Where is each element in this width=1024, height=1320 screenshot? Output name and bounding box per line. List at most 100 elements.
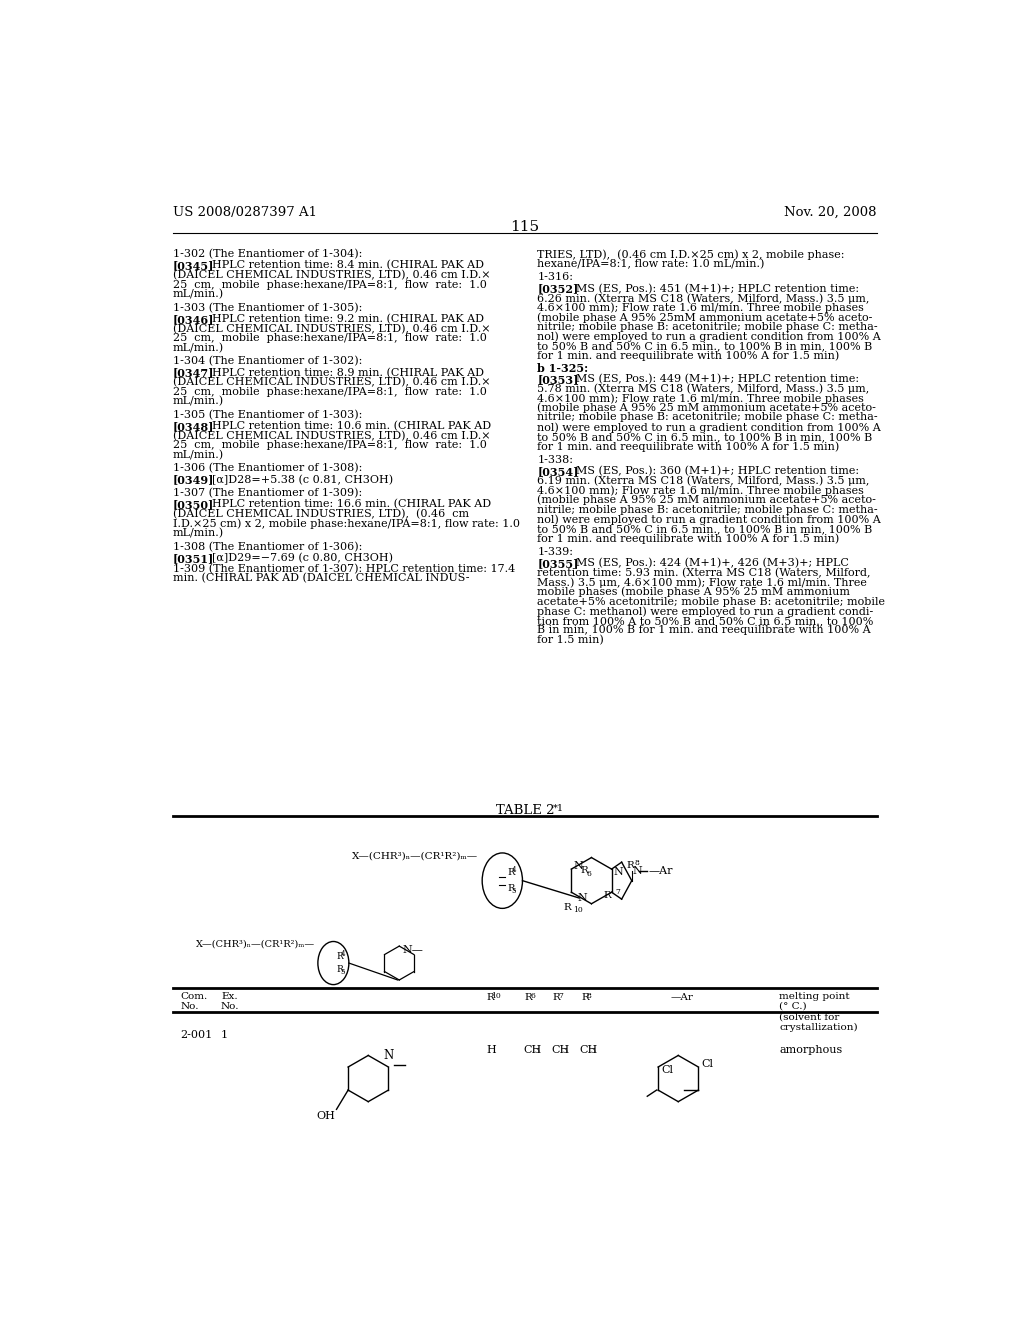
Text: N: N <box>383 1049 393 1063</box>
Text: [0355]: [0355] <box>538 558 579 569</box>
Text: 1-305 (The Enantiomer of 1-303):: 1-305 (The Enantiomer of 1-303): <box>173 409 362 420</box>
Text: HPLC retention time: 8.9 min. (CHIRAL PAK AD: HPLC retention time: 8.9 min. (CHIRAL PA… <box>205 367 484 378</box>
Text: nol) were employed to run a gradient condition from 100% A: nol) were employed to run a gradient con… <box>538 331 881 342</box>
Text: MS (ES, Pos.): 449 (M+1)+; HPLC retention time:: MS (ES, Pos.): 449 (M+1)+; HPLC retentio… <box>569 374 859 384</box>
Text: 10: 10 <box>572 906 583 913</box>
Text: I.D.×25 cm) x 2, mobile phase:hexane/IPA=8:1, flow rate: 1.0: I.D.×25 cm) x 2, mobile phase:hexane/IPA… <box>173 519 520 529</box>
Text: R: R <box>507 884 514 892</box>
Text: [0347]: [0347] <box>173 367 214 379</box>
Text: 1-302 (The Enantiomer of 1-304):: 1-302 (The Enantiomer of 1-304): <box>173 249 362 260</box>
Text: 8: 8 <box>587 991 592 999</box>
Text: R: R <box>337 953 343 961</box>
Text: 6: 6 <box>586 870 591 878</box>
Text: mL/min.): mL/min.) <box>173 396 224 407</box>
Text: 10: 10 <box>492 991 501 999</box>
Text: (mobile phase A 95% 25 mM ammonium acetate+5% aceto-: (mobile phase A 95% 25 mM ammonium aceta… <box>538 495 877 506</box>
Text: to 50% B and 50% C in 6.5 min., to 100% B in min, 100% B: to 50% B and 50% C in 6.5 min., to 100% … <box>538 342 872 351</box>
Text: 25  cm,  mobile  phase:hexane/IPA=8:1,  flow  rate:  1.0: 25 cm, mobile phase:hexane/IPA=8:1, flow… <box>173 333 486 343</box>
Text: melting point
(° C.)
(solvent for
crystallization): melting point (° C.) (solvent for crysta… <box>779 991 858 1032</box>
Text: 1: 1 <box>221 1030 228 1040</box>
Text: N—: N— <box>402 945 423 956</box>
Text: 3: 3 <box>562 1047 567 1055</box>
Text: 1-308 (The Enantiomer of 1-306):: 1-308 (The Enantiomer of 1-306): <box>173 541 362 552</box>
Text: X—(CHR³)ₙ—(CR¹R²)ₘ—: X—(CHR³)ₙ—(CR¹R²)ₘ— <box>352 851 478 861</box>
Text: (DAICEL CHEMICAL INDUSTRIES, LTD), 0.46 cm I.D.×: (DAICEL CHEMICAL INDUSTRIES, LTD), 0.46 … <box>173 430 490 441</box>
Text: 6.26 min. (Xterra MS C18 (Waters, Milford, Mass.) 3.5 μm,: 6.26 min. (Xterra MS C18 (Waters, Milfor… <box>538 293 869 304</box>
Text: to 50% B and 50% C in 6.5 min., to 100% B in min, 100% B: to 50% B and 50% C in 6.5 min., to 100% … <box>538 432 872 442</box>
Text: R: R <box>627 861 634 870</box>
Text: CH: CH <box>580 1045 598 1056</box>
Text: MS (ES, Pos.): 424 (M+1)+, 426 (M+3)+; HPLC: MS (ES, Pos.): 424 (M+1)+, 426 (M+3)+; H… <box>569 558 849 569</box>
Text: mL/min.): mL/min.) <box>173 289 224 300</box>
Text: 1-339:: 1-339: <box>538 546 573 557</box>
Text: 1-306 (The Enantiomer of 1-308):: 1-306 (The Enantiomer of 1-308): <box>173 463 362 474</box>
Text: HPLC retention time: 10.6 min. (CHIRAL PAK AD: HPLC retention time: 10.6 min. (CHIRAL P… <box>205 421 492 432</box>
Text: R: R <box>486 993 494 1002</box>
Text: 1-338:: 1-338: <box>538 455 573 465</box>
Text: 8: 8 <box>635 859 640 867</box>
Text: TABLE 2: TABLE 2 <box>496 804 554 817</box>
Text: US 2008/0287397 A1: US 2008/0287397 A1 <box>173 206 317 219</box>
Text: mL/min.): mL/min.) <box>173 528 224 539</box>
Text: R: R <box>553 993 560 1002</box>
Text: —Ar: —Ar <box>648 866 673 876</box>
Text: [0350]: [0350] <box>173 499 214 510</box>
Text: R: R <box>507 869 514 878</box>
Text: MS (ES, Pos.): 360 (M+1)+; HPLC retention time:: MS (ES, Pos.): 360 (M+1)+; HPLC retentio… <box>569 466 859 477</box>
Text: 5.78 min. (Xterra MS C18 (Waters, Milford, Mass.) 3.5 μm,: 5.78 min. (Xterra MS C18 (Waters, Milfor… <box>538 384 869 395</box>
Text: R: R <box>337 965 343 974</box>
Text: 5: 5 <box>340 969 345 977</box>
Text: 6.19 min. (Xterra MS C18 (Waters, Milford, Mass.) 3.5 μm,: 6.19 min. (Xterra MS C18 (Waters, Milfor… <box>538 475 869 486</box>
Text: N: N <box>633 866 643 876</box>
Text: (DAICEL CHEMICAL INDUSTRIES, LTD), 0.46 cm I.D.×: (DAICEL CHEMICAL INDUSTRIES, LTD), 0.46 … <box>173 323 490 334</box>
Text: —Ar: —Ar <box>671 993 693 1002</box>
Text: 1-307 (The Enantiomer of 1-309):: 1-307 (The Enantiomer of 1-309): <box>173 488 362 498</box>
Text: 1-316:: 1-316: <box>538 272 573 282</box>
Text: acetate+5% acetonitrile; mobile phase B: acetonitrile; mobile: acetate+5% acetonitrile; mobile phase B:… <box>538 597 885 606</box>
Text: R: R <box>582 993 589 1002</box>
Text: Cl: Cl <box>701 1059 714 1069</box>
Text: 4.6×100 mm); Flow rate 1.6 ml/min. Three mobile phases: 4.6×100 mm); Flow rate 1.6 ml/min. Three… <box>538 302 864 313</box>
Text: 25  cm,  mobile  phase:hexane/IPA=8:1,  flow  rate:  1.0: 25 cm, mobile phase:hexane/IPA=8:1, flow… <box>173 280 486 289</box>
Text: TRIES, LTD),  (0.46 cm I.D.×25 cm) x 2, mobile phase:: TRIES, LTD), (0.46 cm I.D.×25 cm) x 2, m… <box>538 249 845 260</box>
Text: 4: 4 <box>340 950 345 958</box>
Text: to 50% B and 50% C in 6.5 min., to 100% B in min, 100% B: to 50% B and 50% C in 6.5 min., to 100% … <box>538 524 872 533</box>
Text: HPLC retention time: 8.4 min. (CHIRAL PAK AD: HPLC retention time: 8.4 min. (CHIRAL PA… <box>205 260 484 271</box>
Text: for 1 min. and reequilibrate with 100% A for 1.5 min): for 1 min. and reequilibrate with 100% A… <box>538 351 840 362</box>
Text: retention time: 5.93 min. (Xterra MS C18 (Waters, Milford,: retention time: 5.93 min. (Xterra MS C18… <box>538 568 870 578</box>
Text: 7: 7 <box>615 888 621 896</box>
Text: (DAICEL CHEMICAL INDUSTRIES, LTD), 0.46 cm I.D.×: (DAICEL CHEMICAL INDUSTRIES, LTD), 0.46 … <box>173 271 490 280</box>
Text: [0345]: [0345] <box>173 260 214 272</box>
Text: MS (ES, Pos.): 451 (M+1)+; HPLC retention time:: MS (ES, Pos.): 451 (M+1)+; HPLC retentio… <box>569 284 859 294</box>
Text: Nov. 20, 2008: Nov. 20, 2008 <box>784 206 877 219</box>
Text: mobile phases (mobile phase A 95% 25 mM ammonium: mobile phases (mobile phase A 95% 25 mM … <box>538 587 850 598</box>
Text: [0349]: [0349] <box>173 474 214 486</box>
Text: 7: 7 <box>558 991 563 999</box>
Text: b 1-325:: b 1-325: <box>538 363 589 374</box>
Text: 1-303 (The Enantiomer of 1-305):: 1-303 (The Enantiomer of 1-305): <box>173 302 362 313</box>
Text: nitrile; mobile phase B: acetonitrile; mobile phase C: metha-: nitrile; mobile phase B: acetonitrile; m… <box>538 504 878 515</box>
Text: nol) were employed to run a gradient condition from 100% A: nol) were employed to run a gradient con… <box>538 515 881 525</box>
Text: (DAICEL CHEMICAL INDUSTRIES, LTD),  (0.46  cm: (DAICEL CHEMICAL INDUSTRIES, LTD), (0.46… <box>173 508 469 519</box>
Text: *1: *1 <box>553 804 564 813</box>
Text: N: N <box>578 894 587 903</box>
Text: CH: CH <box>551 1045 569 1056</box>
Text: [0353]: [0353] <box>538 374 579 385</box>
Text: nitrile; mobile phase B: acetonitrile; mobile phase C: metha-: nitrile; mobile phase B: acetonitrile; m… <box>538 322 878 333</box>
Text: [0346]: [0346] <box>173 314 214 325</box>
Text: OH: OH <box>316 1111 335 1121</box>
Text: amorphous: amorphous <box>779 1045 843 1056</box>
Text: 5: 5 <box>512 887 516 895</box>
Text: N: N <box>614 867 624 878</box>
Text: [0352]: [0352] <box>538 284 579 294</box>
Text: HPLC retention time: 16.6 min. (CHIRAL PAK AD: HPLC retention time: 16.6 min. (CHIRAL P… <box>205 499 492 510</box>
Text: R: R <box>524 993 532 1002</box>
Text: B in min, 100% B for 1 min. and reequilibrate with 100% A: B in min, 100% B for 1 min. and reequili… <box>538 626 870 635</box>
Text: (mobile phase A 95% 25 mM ammonium acetate+5% aceto-: (mobile phase A 95% 25 mM ammonium aceta… <box>538 403 877 413</box>
Text: 1-309 (The Enantiomer of 1-307): HPLC retention time: 17.4: 1-309 (The Enantiomer of 1-307): HPLC re… <box>173 564 515 574</box>
Text: mL/min.): mL/min.) <box>173 450 224 461</box>
Text: for 1 min. and reequilibrate with 100% A for 1.5 min): for 1 min. and reequilibrate with 100% A… <box>538 441 840 451</box>
Text: phase C: methanol) were employed to run a gradient condi-: phase C: methanol) were employed to run … <box>538 606 873 616</box>
Text: [α]D28=+5.38 (c 0.81, CH3OH): [α]D28=+5.38 (c 0.81, CH3OH) <box>205 474 393 484</box>
Text: 25  cm,  mobile  phase:hexane/IPA=8:1,  flow  rate:  1.0: 25 cm, mobile phase:hexane/IPA=8:1, flow… <box>173 441 486 450</box>
